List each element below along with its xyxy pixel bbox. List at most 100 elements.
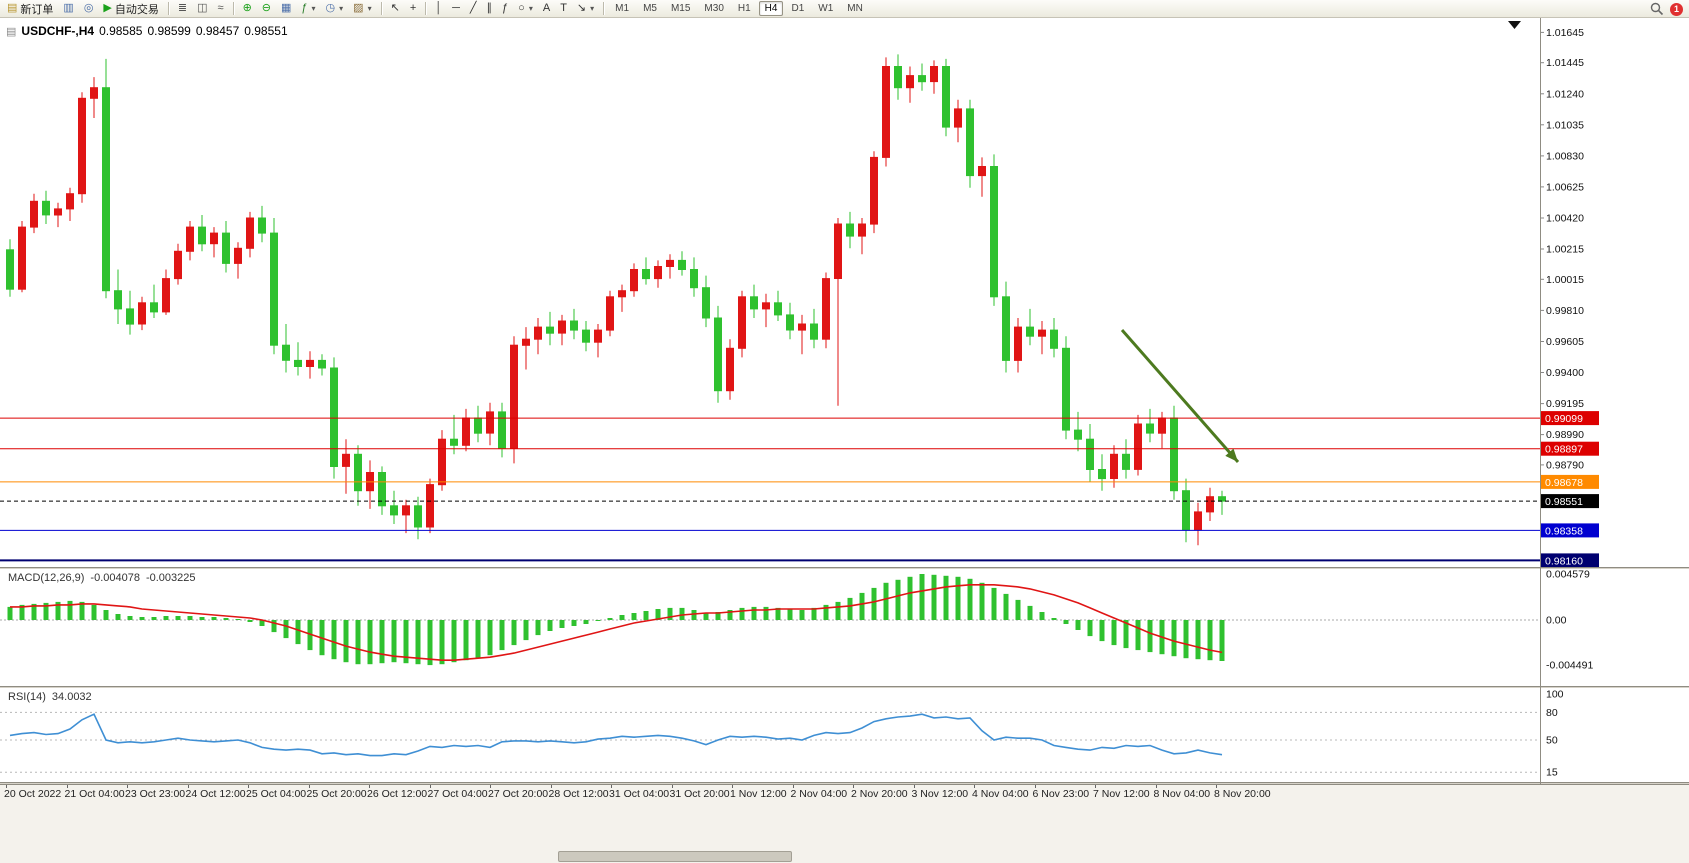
tile-windows-button[interactable]: ▦ <box>276 0 296 17</box>
price-axis-separator <box>1540 18 1541 784</box>
candle-chart-button[interactable]: ◫ <box>192 0 212 17</box>
crosshair-button[interactable]: + <box>405 0 421 17</box>
macd-histogram-bar <box>151 617 157 620</box>
candle-body <box>762 302 770 310</box>
time-axis-tick <box>853 785 854 788</box>
panel-divider[interactable] <box>0 567 1689 569</box>
price-level-value: 0.98678 <box>1545 477 1583 489</box>
candle-body <box>1086 438 1094 471</box>
timeframe-w1[interactable]: W1 <box>818 3 834 14</box>
arrows-button[interactable]: ↘ ▾ <box>572 0 599 17</box>
timeframe-m30[interactable]: M30 <box>704 3 724 14</box>
candle-body <box>306 359 314 367</box>
search-icon[interactable] <box>1650 2 1664 16</box>
macd-signal-value: -0.003225 <box>145 572 196 584</box>
candle-body <box>78 97 86 195</box>
macd-histogram-bar <box>631 613 637 620</box>
candle-body <box>930 66 938 83</box>
line-chart-button[interactable]: ≈ <box>213 0 229 17</box>
timeframe-m15[interactable]: M15 <box>670 3 691 14</box>
macd-histogram-bar <box>643 611 649 620</box>
timeframe-m1[interactable]: M1 <box>615 3 630 14</box>
horizontal-scrollbar[interactable] <box>558 851 792 862</box>
bar-chart-icon: ≣ <box>177 2 188 14</box>
shapes-button[interactable]: ○ ▾ <box>513 0 538 17</box>
candle-body <box>522 338 530 346</box>
trendline-button[interactable]: ╱ <box>465 0 482 17</box>
candle-body <box>1134 423 1142 470</box>
chart-symbol-timeframe: USDCHF-,H4 <box>21 24 95 38</box>
price-axis-label: 1.01445 <box>1546 57 1584 69</box>
text-button[interactable]: A <box>538 0 555 17</box>
macd-panel[interactable]: 0.004579 0.00 -0.004491 <box>0 570 1689 686</box>
indicators-button[interactable]: ƒ ▾ <box>296 0 320 17</box>
horizontal-line-button[interactable]: ─ <box>447 0 465 17</box>
template-icon: ▨ <box>353 2 364 14</box>
macd-histogram-bar <box>823 604 829 620</box>
chart-shift-marker-icon[interactable] <box>1508 21 1521 29</box>
time-axis-label: 25 Oct 04:00 <box>246 788 307 800</box>
macd-histogram-bar <box>967 578 973 620</box>
timeframe-m5[interactable]: M5 <box>643 3 657 14</box>
macd-histogram-bar <box>847 597 853 620</box>
cursor-button[interactable]: ↖ <box>386 0 405 17</box>
bar-chart-button[interactable]: ≣ <box>173 0 192 17</box>
candle-body <box>150 302 158 313</box>
macd-histogram-bar <box>811 607 817 620</box>
time-axis-tick <box>187 785 189 788</box>
macd-histogram-bar <box>55 601 61 620</box>
new-order-button[interactable]: ▤ 新订单 <box>2 0 58 17</box>
time-axis-label: 27 Oct 20:00 <box>488 788 549 800</box>
candle-body <box>114 290 122 310</box>
text-label-button[interactable]: T <box>555 0 572 17</box>
candle-body <box>330 367 338 467</box>
macd-histogram-bar <box>175 616 181 620</box>
macd-histogram-bar <box>1219 620 1225 661</box>
chart-low-value: 0.98457 <box>195 24 240 38</box>
candle-body <box>1110 453 1118 479</box>
navigator-button[interactable]: ◎ <box>79 0 99 17</box>
panel-divider[interactable] <box>0 686 1689 688</box>
candlestick-chart[interactable]: 0.99099 0.98897 0.98678 0.98551 0.98358 0.981… <box>0 18 1689 567</box>
candle-body <box>918 75 926 83</box>
market-watch-icon: ▥ <box>63 2 74 14</box>
channel-button[interactable]: ∥ <box>482 0 498 17</box>
auto-trading-button[interactable]: ▶ 自动交易 <box>98 0 163 17</box>
candle-body <box>6 249 14 290</box>
dropdown-arrow-icon: ▾ <box>590 4 595 13</box>
templates-button[interactable]: ▨ ▾ <box>348 0 376 17</box>
notification-badge[interactable]: 1 <box>1670 2 1683 16</box>
timeframe-h4[interactable]: H4 <box>758 1 784 16</box>
candle-body <box>462 417 470 446</box>
dropdown-arrow-icon: ▾ <box>367 4 372 13</box>
arrow-tool-icon: ↘ <box>576 2 587 14</box>
macd-histogram-bar <box>751 606 757 620</box>
trend-arrow[interactable] <box>1120 329 1240 463</box>
price-axis-label: 1.00830 <box>1546 150 1584 162</box>
timeframe-d1[interactable]: D1 <box>791 3 805 14</box>
text-label-icon: T <box>560 2 567 14</box>
periods-button[interactable]: ◷ ▾ <box>321 0 349 17</box>
candle-body <box>942 66 950 128</box>
macd-histogram-bar <box>331 620 337 660</box>
timeframe-mn[interactable]: MN <box>847 3 863 14</box>
price-axis-label: 0.98990 <box>1546 429 1584 441</box>
price-axis-label: 1.01240 <box>1546 88 1584 100</box>
vertical-line-button[interactable]: │ <box>430 0 447 17</box>
candle-body <box>1014 326 1022 361</box>
macd-histogram-bar <box>415 620 421 665</box>
zoom-out-button[interactable]: ⊖ <box>257 0 276 17</box>
candle-body <box>618 290 626 298</box>
market-watch-button[interactable]: ▥ <box>58 0 78 17</box>
price-level-label <box>1541 441 1599 456</box>
candle-body <box>294 359 302 367</box>
fibonacci-button[interactable]: ƒ <box>497 0 513 17</box>
zoom-in-button[interactable]: ⊕ <box>238 0 257 17</box>
rsi-panel[interactable]: 100 80 50 15 <box>0 689 1689 782</box>
toolbar-separator <box>380 2 382 15</box>
candle-body <box>750 296 758 310</box>
time-axis-label: 24 Oct 12:00 <box>185 788 246 800</box>
time-axis-tick <box>6 785 7 788</box>
timeframe-h1[interactable]: H1 <box>737 3 751 14</box>
chart-high-value: 0.98599 <box>147 24 191 38</box>
